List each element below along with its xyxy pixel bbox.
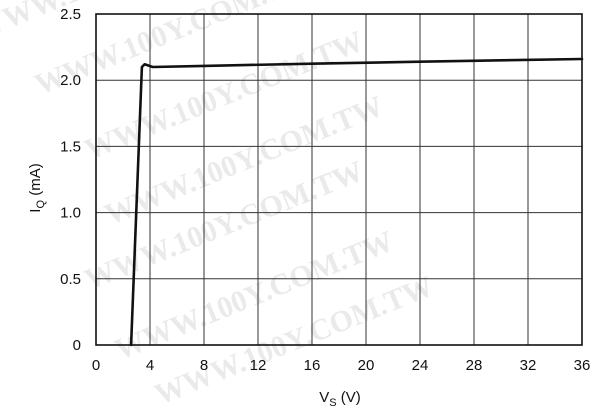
x-tick-label: 12 bbox=[250, 357, 267, 374]
x-axis-label-sub: S bbox=[329, 397, 336, 409]
x-tick-label: 8 bbox=[200, 357, 208, 374]
x-axis-label-main: V bbox=[319, 389, 329, 406]
y-tick-label: 1.5 bbox=[60, 138, 81, 155]
y-axis-label-sub: Q bbox=[35, 200, 47, 209]
y-tick-label: 1.0 bbox=[60, 205, 81, 222]
x-tick-labels: 0 4 8 12 16 20 24 28 32 36 bbox=[92, 357, 591, 374]
y-tick-label: 2.5 bbox=[60, 6, 81, 23]
series-line bbox=[129, 57, 584, 347]
y-tick-labels: 0 0.5 1.0 1.5 2.0 2.5 bbox=[60, 6, 81, 354]
x-tick-label: 20 bbox=[358, 357, 375, 374]
y-tick-label: 0.5 bbox=[60, 271, 81, 288]
x-tick-label: 4 bbox=[146, 357, 154, 374]
x-axis-label-unit: (V) bbox=[337, 389, 361, 406]
y-axis-label-unit: (mA) bbox=[27, 163, 44, 200]
x-tick-label: 32 bbox=[520, 357, 537, 374]
plot-frame bbox=[95, 13, 583, 346]
x-tick-label: 28 bbox=[466, 357, 483, 374]
y-tick-label: 2.0 bbox=[60, 72, 81, 89]
series-layer bbox=[129, 57, 584, 347]
x-tick-label: 0 bbox=[92, 357, 100, 374]
y-axis-label: IQ (mA) bbox=[27, 163, 47, 212]
x-tick-label: 36 bbox=[574, 357, 591, 374]
grid bbox=[96, 14, 582, 345]
x-tick-label: 24 bbox=[412, 357, 429, 374]
y-axis-label-main: I bbox=[27, 209, 44, 213]
x-axis-label: VS (V) bbox=[319, 389, 361, 409]
x-tick-label: 16 bbox=[304, 357, 321, 374]
y-tick-label: 0 bbox=[73, 337, 81, 354]
